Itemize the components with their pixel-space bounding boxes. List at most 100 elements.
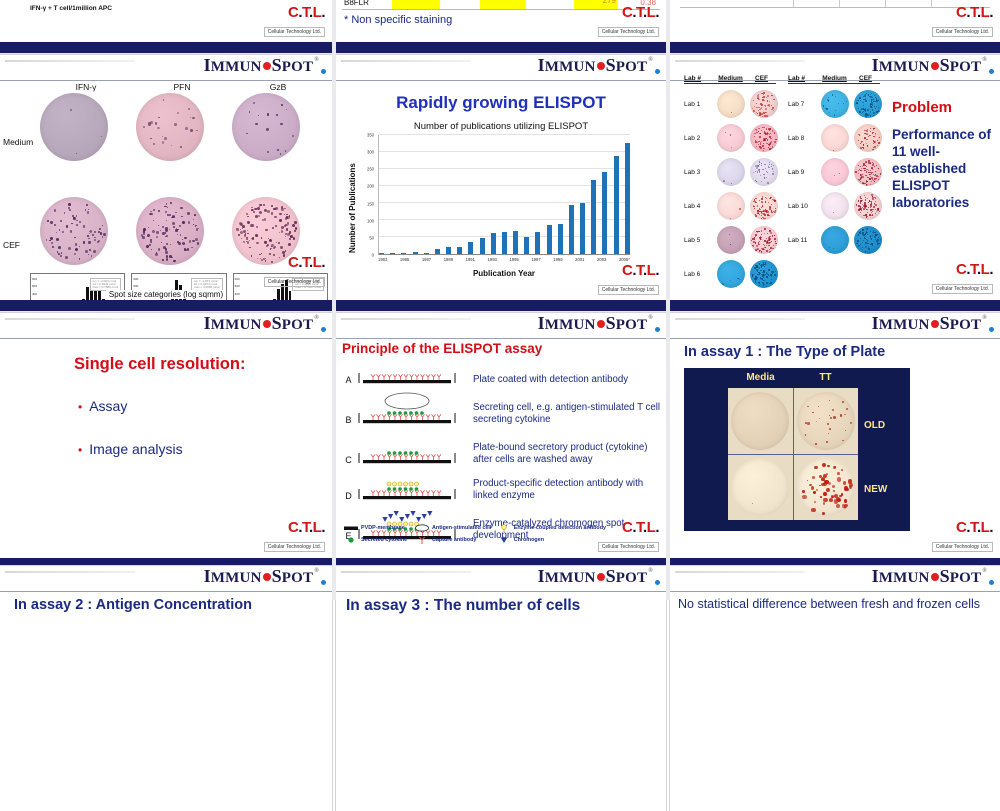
bullet-label: Assay [89,398,128,414]
slide-header: IMMUN SPOT ® [0,55,332,81]
lab-row: Lab 2 [684,121,780,155]
lab-well-cef [749,90,778,118]
plate-well-new-media [728,454,793,520]
chart-x-ticks: 1983 1985 1987 1989 1991 1993 1995 1997 1999 2001… [378,257,630,262]
slide-rapidly-growing-elispot[interactable]: IMMUN SPOT ® Rapidly growing ELISPOT Numbe… [336,55,666,300]
table-header-medium-right: Medium [822,75,847,82]
chart-bar [490,233,496,254]
chart-x-tick: 1995 [509,257,519,262]
chart-bar [434,249,440,254]
slide-partial-top-middle[interactable]: B8FLR 279 0.38 * Non specific staining C… [336,0,666,42]
table-cell-label: Non specific staining [680,0,794,7]
lab-well-medium [716,158,745,186]
lab-well-cef [853,226,882,254]
lab-name-label: Lab 11 [788,236,808,244]
chart-x-tick: 1985 [399,257,410,262]
slide-problem-11-labs[interactable]: IMMUN SPOT ® Lab # Medium CEF Lab 1 Lab 2 La… [670,55,1000,300]
bullet-item-assay: • Assay [78,398,127,414]
slide-title: Principle of the ELISPOT assay [342,341,543,356]
slide-single-cell-resolution[interactable]: IMMUN SPOT ® Single cell resolution: • Ass… [0,313,332,558]
problem-heading: Problem [892,99,953,116]
legend-label: Secreted cytokine [361,537,408,543]
row-header-medium: Medium [3,137,34,147]
well-cef-3 [232,197,300,265]
panel-column-header-media: Media [746,372,775,383]
lab-well-medium [820,158,849,186]
principle-step-a: A Plate coated with detection antibody [342,361,662,387]
cell-ellipse-icon [415,524,429,532]
header-ghost-line [5,571,135,573]
lab-row: Lab 11 [788,223,884,257]
bullet-dot-icon: • [78,400,83,414]
chart-bar [524,236,530,254]
bullet-label: Image analysis [89,441,183,457]
ctl-logo: C.T.L. Cellular Technology Ltd. [931,520,994,553]
lab-well-medium [716,90,745,118]
slide-assay-2-antigen-concentration[interactable]: IMMUN SPOT ® In assay 2 : Antigen Concentr… [0,566,332,811]
step-diagram-icon [355,361,467,387]
chart-bar [401,253,407,254]
lab-row: Lab 6 [684,257,780,291]
ctl-logo-subtitle: Cellular Technology Ltd. [931,542,993,552]
immunospot-logo: IMMUN SPOT ® [538,314,660,333]
chart-bar [535,232,541,254]
immunospot-logo: IMMUN SPOT ® [538,56,660,75]
chart-bar [479,238,485,254]
lab-name-label: Lab 7 [788,100,805,108]
lab-name-label: Lab 2 [684,134,701,142]
lab-row: Lab 10 [788,189,884,223]
ctl-logo-subtitle: Cellular Technology Ltd. [597,542,659,552]
table-header-medium-left: Medium [718,75,743,82]
chart-x-tick: 1989 [443,257,454,262]
chart-y-ticks: 350 300 250 200 150 100 50 0 [359,133,376,258]
table-header-lab-number-left: Lab # [684,75,701,82]
slide-cytokine-wells[interactable]: IMMUN SPOT ® IFN-γ PFN GzB Medium CEF 600 5… [0,55,332,300]
ctl-logo: C.T.L. Cellular Technology Ltd. [263,520,326,553]
immunospot-logo: IMMUN SPOT ® [538,567,660,586]
slide-partial-top-left[interactable]: 0.2 0.0 10 100 1000 IFN-γ + T cell/1m [0,0,332,42]
slide-partial-top-right[interactable]: Non specific staining C.T.L. Cellular Te… [670,0,1000,42]
chart-bars [379,135,630,254]
lab-table-left: Lab 1 Lab 2 Lab 3 Lab 4 Lab 5 Lab 6 [684,87,780,291]
slide-header: IMMUN SPOT ® [670,566,1000,592]
legend-item: Secreted cytokine [344,536,415,544]
slide-header: IMMUN SPOT ® [0,566,332,592]
slide-principle-elispot[interactable]: IMMUN SPOT ® Principle of the ELISPOT assa… [336,313,666,558]
lab-well-cef [853,192,882,220]
lab-row: Lab 7 [788,87,884,121]
immunospot-logo: IMMUN SPOT ® [872,567,994,586]
row-header-cef: CEF [3,240,20,250]
well-cef-1 [40,197,108,265]
cytokine-dot-icon [344,536,358,544]
principle-legend: PVDP-membrane Antigen-stimulated cell Enzy… [344,524,606,544]
chart-y-tick: 150 [367,201,374,207]
chart-bar [557,223,563,254]
lab-name-label: Lab 1 [684,100,701,108]
slide-header: IMMUN SPOT ® [336,55,666,81]
table-cell-label: B8FLR [344,0,369,7]
legend-item: Chromogen [497,536,606,544]
slide-fresh-vs-frozen[interactable]: IMMUN SPOT ® No statistical difference bet… [670,566,1000,811]
well-medium-1 [40,93,108,161]
column-header-gzb: GzB [269,82,287,92]
chart-y-tick: 100 [367,218,374,224]
legend-label: PVDP-membrane [361,525,405,531]
header-rule [336,591,666,592]
table-cell-value-1: 279 [574,0,618,9]
lab-row: Lab 8 [788,121,884,155]
table-row[interactable]: Non specific staining [680,0,990,8]
histogram-x-axis-label: Spot size categories (log sqmm) [105,290,227,299]
bullet-item-image-analysis: • Image analysis [78,441,183,457]
slide-assay-1-plate-type[interactable]: IMMUN SPOT ® In assay 1 : The Type of Plat… [670,313,1000,558]
chart-y-tick: 200 [367,183,374,189]
row-divider-2 [0,300,1000,311]
well-medium-3 [232,93,300,161]
table-row[interactable]: B8FLR 279 0.38 [342,0,660,10]
principle-steps: A Plate coated with detection antibody B Se… [342,361,662,543]
slide-assay-3-number-of-cells[interactable]: IMMUN SPOT ® In assay 3 : The number of ce… [336,566,666,811]
lab-well-medium [820,124,849,152]
ctl-logo: C.T.L. Cellular Technology Ltd. [597,520,660,553]
slide-title: Rapidly growing ELISPOT [396,93,606,112]
lab-well-cef [749,260,778,288]
